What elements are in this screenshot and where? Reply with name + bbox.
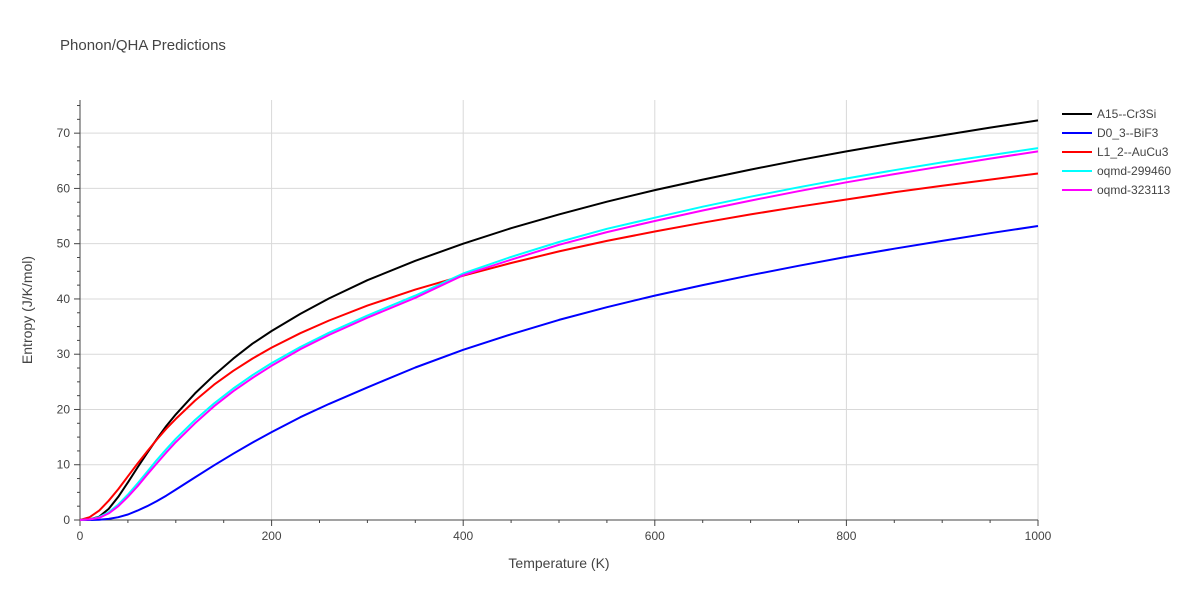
legend[interactable]: A15--Cr3Si D0_3--BiF3 L1_2--AuCu3 oqmd-2994…	[1062, 107, 1171, 197]
legend-item[interactable]: A15--Cr3Si	[1062, 107, 1156, 121]
plot-area	[79, 119, 1039, 521]
series-line-oqmd-299460	[79, 147, 1039, 521]
legend-label: D0_3--BiF3	[1097, 126, 1159, 140]
legend-label: A15--Cr3Si	[1097, 107, 1156, 121]
y-axis-title: Entropy (J/K/mol)	[19, 256, 35, 364]
y-tick-label: 30	[57, 347, 71, 361]
series-line-A15--Cr3Si	[79, 119, 1039, 521]
x-tick-label: 200	[262, 529, 282, 543]
y-tick-label: 40	[57, 292, 71, 306]
legend-label: oqmd-323113	[1097, 183, 1170, 197]
x-axis-title: Temperature (K)	[508, 555, 609, 571]
x-tick-label: 800	[836, 529, 856, 543]
legend-item[interactable]: oqmd-323113	[1062, 183, 1170, 197]
legend-label: oqmd-299460	[1097, 164, 1171, 178]
x-tick-label: 400	[453, 529, 473, 543]
legend-label: L1_2--AuCu3	[1097, 145, 1169, 159]
legend-item[interactable]: D0_3--BiF3	[1062, 126, 1159, 140]
y-tick-label: 0	[63, 513, 70, 527]
y-tick-label: 60	[57, 181, 71, 195]
x-tick-label: 0	[77, 529, 84, 543]
y-axis-ticks: 0 10 20 30 40 50 60 70	[57, 126, 71, 527]
x-tick-label: 600	[645, 529, 665, 543]
y-tick-label: 20	[57, 402, 71, 416]
legend-item[interactable]: oqmd-299460	[1062, 164, 1171, 178]
x-axis-ticks: 0 200 400 600 800 1000	[77, 529, 1052, 543]
series-line-oqmd-323113	[79, 150, 1039, 521]
grid	[80, 100, 1039, 520]
chart-title: Phonon/QHA Predictions	[60, 37, 226, 54]
y-tick-label: 70	[57, 126, 71, 140]
x-tick-label: 1000	[1025, 529, 1052, 543]
series-line-D0_3--BiF3	[80, 225, 1039, 521]
y-tick-label: 50	[57, 237, 71, 251]
y-tick-label: 10	[57, 458, 71, 472]
legend-item[interactable]: L1_2--AuCu3	[1062, 145, 1169, 159]
axes	[74, 100, 1039, 526]
series-line-L1_2--AuCu3	[79, 172, 1039, 521]
